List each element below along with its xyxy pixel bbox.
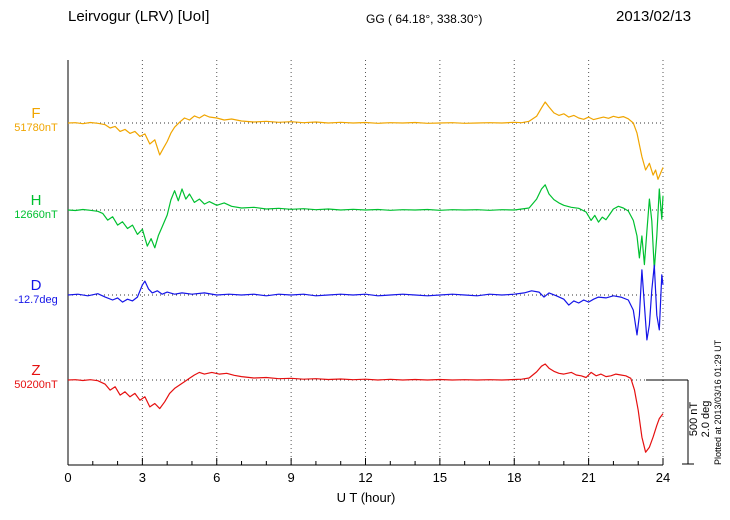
series-label-Z: Z 50200nT — [6, 363, 66, 392]
series-baseline-H: 12660nT — [14, 209, 58, 221]
series-baseline-Z: 50200nT — [14, 379, 58, 391]
series-name-H: H — [30, 192, 42, 209]
series-name-Z: Z — [31, 362, 41, 379]
trace-D — [67, 264, 664, 341]
series-baseline-D: -12.7deg — [14, 294, 58, 306]
station-title: Leirvogur (LRV) [UoI] — [68, 8, 210, 25]
series-label-D: D -12.7deg — [6, 278, 66, 307]
scale-bar-label: 500 nT 2.0 deg — [688, 376, 712, 462]
geographic-coordinates: GG ( 64.18°, 338.30°) — [366, 12, 483, 26]
scale-nt-label: 500 nT — [688, 401, 700, 437]
trace-H — [67, 184, 664, 271]
series-label-F: F 51780nT — [6, 106, 66, 135]
scale-deg-label: 2.0 deg — [700, 400, 712, 438]
x-axis-label: U T (hour) — [336, 490, 396, 505]
series-baseline-F: 51780nT — [14, 122, 58, 134]
series-name-D: D — [30, 277, 42, 294]
series-name-F: F — [31, 105, 41, 122]
plotted-at-note: Plotted at 2013/03/16 01:29 UT — [713, 339, 723, 465]
series-label-H: H 12660nT — [6, 193, 66, 222]
trace-F — [67, 101, 664, 180]
trace-Z — [67, 363, 664, 453]
plot-date: 2013/02/13 — [616, 8, 692, 25]
